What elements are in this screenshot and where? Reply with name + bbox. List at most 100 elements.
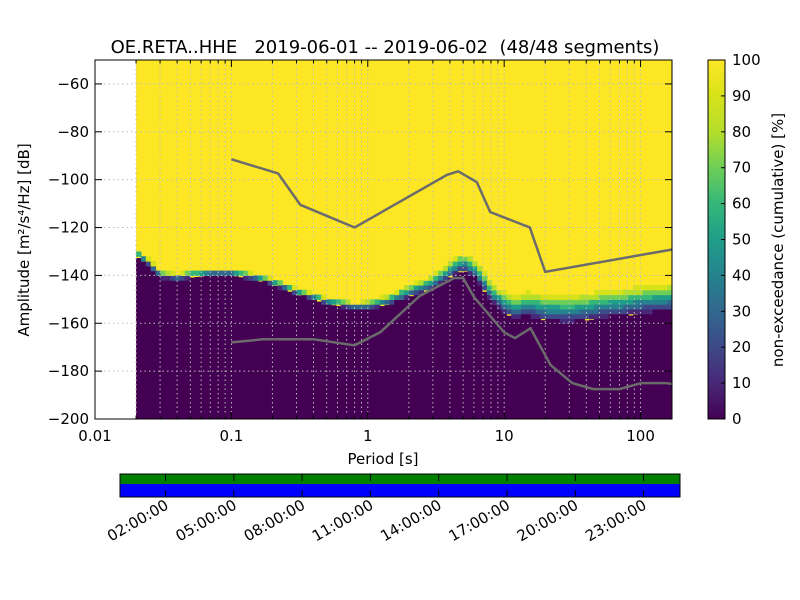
colorbar-tick-label: 20 — [732, 338, 751, 356]
colorbar-tick-label: 100 — [732, 51, 761, 69]
heatmap-cell — [287, 284, 293, 291]
heatmap-cell — [545, 318, 551, 324]
heatmap-cell — [545, 294, 551, 300]
heatmap-cell — [535, 308, 542, 315]
heatmap-cell — [418, 289, 425, 296]
heatmap-cell — [228, 275, 235, 419]
heatmap-cell — [199, 276, 205, 419]
heatmap-cell — [555, 304, 561, 310]
heatmap-cell — [564, 308, 571, 315]
heatmap-cell — [569, 318, 576, 324]
heatmap-cell — [316, 301, 322, 419]
heatmap-cell — [457, 256, 464, 262]
timeline-tick-label: 23:00:00 — [582, 496, 649, 545]
heatmap-cell — [277, 284, 283, 291]
heatmap-cell — [248, 270, 254, 276]
heatmap-cell — [301, 296, 308, 419]
heatmap-cell — [594, 308, 600, 315]
heatmap-cell — [496, 299, 503, 305]
colorbar-tick-label: 30 — [732, 302, 751, 320]
heatmap-cell — [194, 276, 200, 419]
heatmap-cell — [340, 306, 347, 419]
heatmap-cell — [662, 299, 668, 305]
heatmap-cell — [175, 280, 181, 419]
heatmap-cell — [598, 313, 605, 320]
heatmap-cell — [598, 304, 605, 310]
heatmap-cell — [443, 270, 449, 276]
heatmap-cell — [209, 270, 215, 276]
heatmap-cell — [384, 299, 391, 305]
heatmap-cell — [340, 304, 347, 310]
heatmap-cell — [272, 280, 278, 286]
heatmap-cell — [516, 308, 522, 315]
heatmap-cell — [389, 299, 395, 305]
heatmap-cell — [326, 304, 332, 419]
heatmap-cell — [501, 289, 507, 296]
heatmap-cell — [428, 290, 434, 419]
heatmap-cell — [516, 299, 522, 305]
heatmap-cell — [394, 289, 400, 296]
heatmap-cell — [667, 294, 672, 300]
heatmap-cell — [501, 308, 507, 315]
heatmap-cell — [394, 294, 400, 300]
heatmap-cell — [540, 304, 546, 310]
heatmap-cell — [579, 313, 585, 320]
heatmap-cell — [564, 294, 571, 300]
y-tick-label: −60 — [57, 75, 89, 93]
heatmap-cell — [501, 299, 507, 305]
heatmap-cell — [438, 280, 444, 286]
heatmap-cell — [428, 275, 434, 281]
heatmap-cell — [438, 284, 444, 419]
heatmap-cell — [564, 304, 571, 310]
heatmap-cell — [136, 251, 142, 257]
heatmap-cell — [603, 304, 610, 310]
heatmap-cell — [413, 294, 420, 419]
heatmap-cell — [594, 304, 600, 310]
heatmap-cell — [418, 293, 425, 419]
heatmap-cell — [204, 275, 210, 419]
heatmap-cell — [555, 318, 561, 324]
heatmap-cell — [462, 271, 468, 419]
heatmap-cell — [647, 299, 654, 305]
heatmap-cell — [589, 289, 595, 296]
heatmap-cell — [481, 275, 488, 281]
heatmap-cell — [662, 284, 668, 291]
heatmap-cell — [657, 299, 663, 305]
heatmap-cell — [584, 308, 590, 315]
heatmap-cell — [394, 299, 400, 305]
heatmap-cell — [667, 289, 672, 296]
heatmap-cell — [374, 307, 381, 419]
heatmap-cell — [462, 261, 468, 267]
heatmap-cell — [316, 294, 322, 300]
heatmap-cell — [179, 279, 186, 419]
x-tick-label: 100 — [626, 427, 655, 445]
heatmap-cell — [642, 284, 649, 291]
heatmap-cell — [369, 299, 376, 305]
heatmap-cell — [618, 299, 624, 305]
heatmap-cell — [662, 308, 668, 315]
heatmap-cell — [652, 294, 658, 300]
heatmap-cell — [628, 289, 634, 296]
heatmap-cell — [550, 318, 556, 324]
heatmap-cell — [209, 275, 215, 419]
heatmap-cell — [613, 299, 620, 305]
heatmap-cell — [647, 304, 654, 310]
heatmap-cell — [633, 284, 639, 291]
heatmap-cell — [594, 299, 600, 305]
heatmap-cell — [179, 275, 186, 281]
grid-lines — [95, 60, 672, 419]
heatmap-cell — [506, 294, 512, 300]
heatmap-cell — [662, 311, 668, 419]
heatmap-cell — [608, 304, 615, 310]
heatmap-cell — [613, 294, 620, 300]
heatmap-cell — [287, 291, 293, 419]
heatmap-cell — [433, 280, 439, 286]
x-tick-label: 0.01 — [78, 427, 111, 445]
heatmap-cell — [321, 294, 327, 300]
heatmap-cell — [637, 308, 644, 315]
heatmap-cell — [257, 275, 264, 281]
heatmap-cell — [165, 278, 171, 419]
heatmap-cell — [345, 304, 352, 310]
heatmap-cell — [574, 313, 581, 320]
